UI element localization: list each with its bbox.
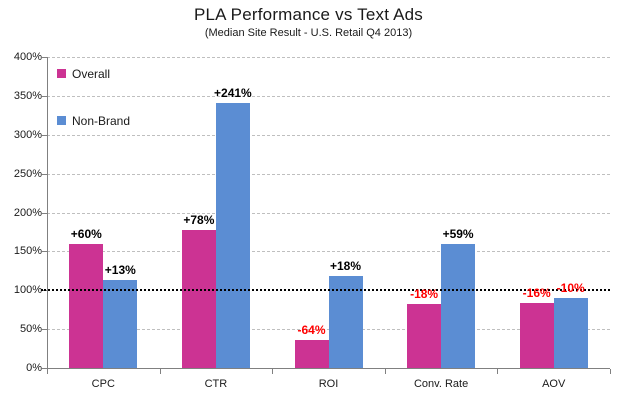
legend-item-overall: Overall: [57, 66, 130, 81]
legend-swatch-non-brand: [57, 116, 66, 125]
y-axis-label-250: 250%: [13, 167, 42, 180]
bar-label-non-brand-conv-rate: +59%: [442, 227, 474, 242]
bar-overall-conv-rate: [407, 304, 442, 368]
bar-non-brand-conv-rate: [441, 244, 476, 368]
x-tick-4: [497, 369, 499, 374]
y-axis-label-300: 300%: [13, 128, 42, 141]
bar-label-non-brand-aov: -10%: [556, 281, 585, 296]
bar-overall-aov: [519, 302, 554, 368]
y-tick-300: [42, 134, 47, 136]
legend-label-overall: Overall: [72, 66, 111, 81]
bar-label-non-brand-roi: +18%: [329, 259, 362, 274]
bar-overall-cpc: [69, 243, 104, 368]
y-axis-label-200: 200%: [13, 206, 42, 219]
y-axis-label-400: 400%: [13, 51, 42, 63]
x-axis-label-conv-rate: Conv. Rate: [413, 378, 469, 390]
legend-label-non-brand: Non-Brand: [72, 113, 131, 128]
bar-label-overall-ctr: +78%: [183, 212, 215, 227]
gridline-400: [47, 57, 610, 58]
x-axis-label-aov: AOV: [542, 378, 566, 390]
y-axis-label-100: 100%: [13, 284, 42, 297]
legend-item-non-brand: Non-Brand: [57, 113, 131, 128]
x-axis-label-roi: ROI: [318, 378, 339, 390]
bar-non-brand-cpc: [103, 280, 138, 368]
y-tick-200: [42, 212, 47, 214]
y-axis-label-150: 150%: [13, 245, 42, 258]
gridline-200: [47, 212, 610, 214]
x-axis-label-ctr: CTR: [204, 378, 228, 390]
x-tick-2: [272, 369, 274, 374]
chart-subtitle: (Median Site Result - U.S. Retail Q4 201…: [204, 27, 413, 39]
gridline-350: [47, 95, 610, 97]
bar-label-overall-conv-rate: -18%: [410, 287, 439, 302]
bar-overall-ctr: [181, 229, 216, 368]
gridline-250: [47, 173, 610, 175]
bar-non-brand-aov: [553, 298, 588, 368]
bar-label-non-brand-cpc: +13%: [104, 263, 136, 278]
bar-non-brand-roi: [328, 276, 363, 368]
y-tick-250: [42, 173, 47, 175]
x-tick-0: [47, 369, 48, 374]
chart-title: PLA Performance vs Text Ads: [193, 5, 424, 24]
gridline-300: [47, 134, 610, 136]
bar-label-non-brand-ctr: +241%: [214, 85, 252, 100]
bar-label-overall-cpc: +60%: [70, 226, 102, 241]
gridline-150: [47, 251, 610, 253]
y-tick-400: [42, 57, 47, 58]
y-tick-0: [42, 368, 47, 369]
x-tick-5: [610, 369, 611, 374]
x-axis-line: [47, 368, 610, 369]
bar-label-overall-aov: -16%: [522, 285, 551, 300]
reference-line-100: [41, 289, 610, 292]
x-axis-label-cpc: CPC: [91, 378, 115, 390]
x-tick-3: [384, 369, 386, 374]
legend-swatch-overall: [57, 69, 66, 78]
y-tick-150: [42, 251, 47, 253]
y-tick-350: [42, 95, 47, 97]
y-axis-line: [47, 57, 48, 368]
x-tick-1: [159, 369, 161, 374]
y-axis-label-0: 0%: [26, 362, 42, 374]
y-axis-label-350: 350%: [13, 89, 42, 102]
bar-label-overall-roi: -64%: [297, 323, 326, 337]
y-tick-50: [42, 329, 47, 331]
y-axis-label-50: 50%: [19, 323, 42, 336]
bar-non-brand-ctr: [215, 102, 250, 368]
bar-overall-roi: [294, 340, 329, 368]
legend: Overall Non-Brand: [57, 67, 130, 161]
